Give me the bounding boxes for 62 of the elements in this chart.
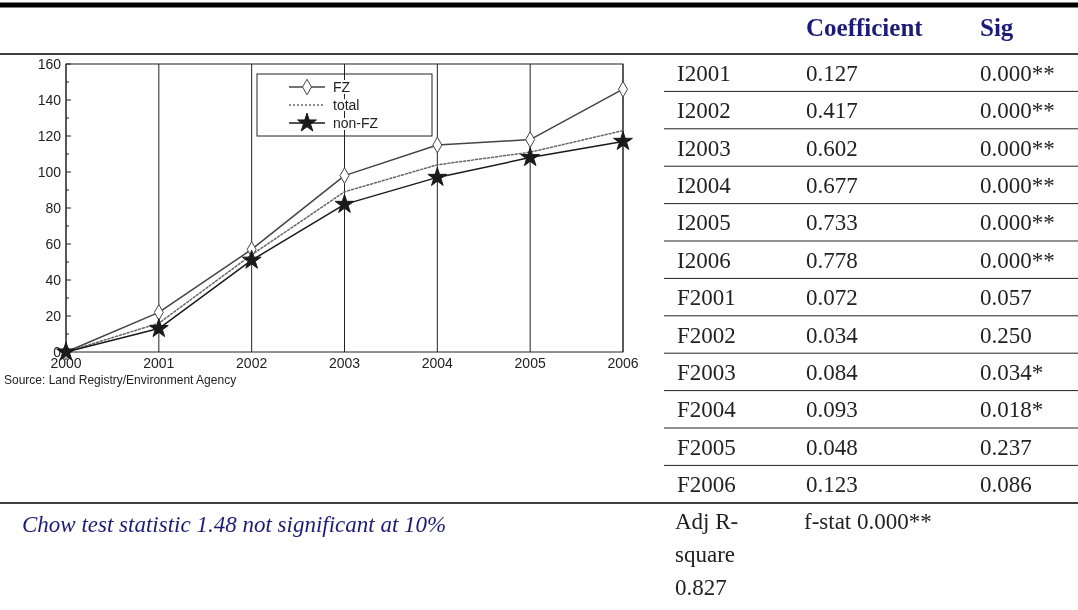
point: [148, 318, 169, 338]
data-label: 0.127: [806, 60, 858, 86]
category-label: I2003: [677, 135, 731, 161]
y-tick-label: 80: [45, 199, 62, 216]
data-label: 0.034: [806, 322, 859, 348]
data-label: 0.000**: [980, 247, 1055, 273]
x-tick-label: 2001: [143, 355, 175, 371]
data-label: 0.123: [806, 472, 858, 498]
source-note: Source: Land Registry/Environment Agency: [4, 373, 237, 387]
text: Coefficient: [806, 14, 924, 41]
data-label: 0.093: [806, 397, 858, 423]
y-tick-label: 40: [45, 271, 62, 288]
data-label: 0.048: [806, 434, 858, 460]
data-label: 0.072: [806, 285, 858, 311]
category-label: F2006: [677, 472, 736, 498]
y-tick-label: 100: [37, 163, 62, 180]
category-label: I2002: [677, 98, 731, 124]
x-tick-label: 2003: [328, 355, 361, 371]
data-label: 0.086: [980, 472, 1032, 498]
data-label: 0.018*: [980, 397, 1044, 423]
category-label: I2005: [677, 210, 731, 236]
data-label: 0.057: [980, 285, 1032, 311]
data-label: 0.000**: [980, 135, 1055, 161]
data-label: 0.733: [806, 210, 858, 236]
point: [520, 147, 541, 167]
category-label: I2001: [677, 60, 731, 86]
data-label: 0.084: [806, 359, 859, 385]
text: Sig: [980, 14, 1014, 41]
data-label: 0.034*: [980, 359, 1044, 385]
y-tick-label: 20: [45, 307, 62, 324]
text: Chow test statistic 1.48 not significant at 10%: [22, 512, 447, 537]
category-label: F2004: [677, 397, 737, 423]
y-tick-label: 140: [37, 91, 62, 108]
point: [613, 131, 633, 150]
category-label: I2006: [677, 247, 731, 273]
data-label: 0.778: [806, 247, 858, 273]
category-label: F2002: [677, 322, 736, 348]
point: [334, 194, 355, 213]
text: Adj R-square 0.827: [675, 507, 740, 602]
y-tick-label: 160: [37, 55, 62, 72]
data-label: 0.000**: [980, 172, 1055, 198]
data-label: 0.677: [806, 172, 858, 198]
text: f-stat 0.000**: [804, 507, 933, 536]
category-label: F2001: [677, 285, 736, 311]
y-tick-label: 60: [45, 235, 62, 252]
point: [427, 167, 448, 186]
y-tick-label: 120: [37, 127, 62, 144]
x-tick-label: 2002: [236, 355, 268, 371]
category-label: F2003: [677, 359, 736, 385]
data-label: 0.602: [806, 135, 858, 161]
category-label: I2004: [677, 172, 732, 198]
data-label: 0.000**: [980, 60, 1055, 86]
x-tick-label: 2006: [607, 355, 639, 371]
category-label: F2005: [677, 434, 736, 460]
data-label: 0.000**: [980, 98, 1055, 124]
x-tick-label: 2004: [421, 355, 454, 371]
data-label: 0.417: [806, 98, 858, 124]
data-label: 0.000**: [980, 210, 1055, 236]
point: [241, 249, 262, 269]
data-label: 0.250: [980, 322, 1032, 348]
data-label: 0.237: [980, 434, 1032, 460]
x-tick-label: 2005: [514, 355, 546, 371]
